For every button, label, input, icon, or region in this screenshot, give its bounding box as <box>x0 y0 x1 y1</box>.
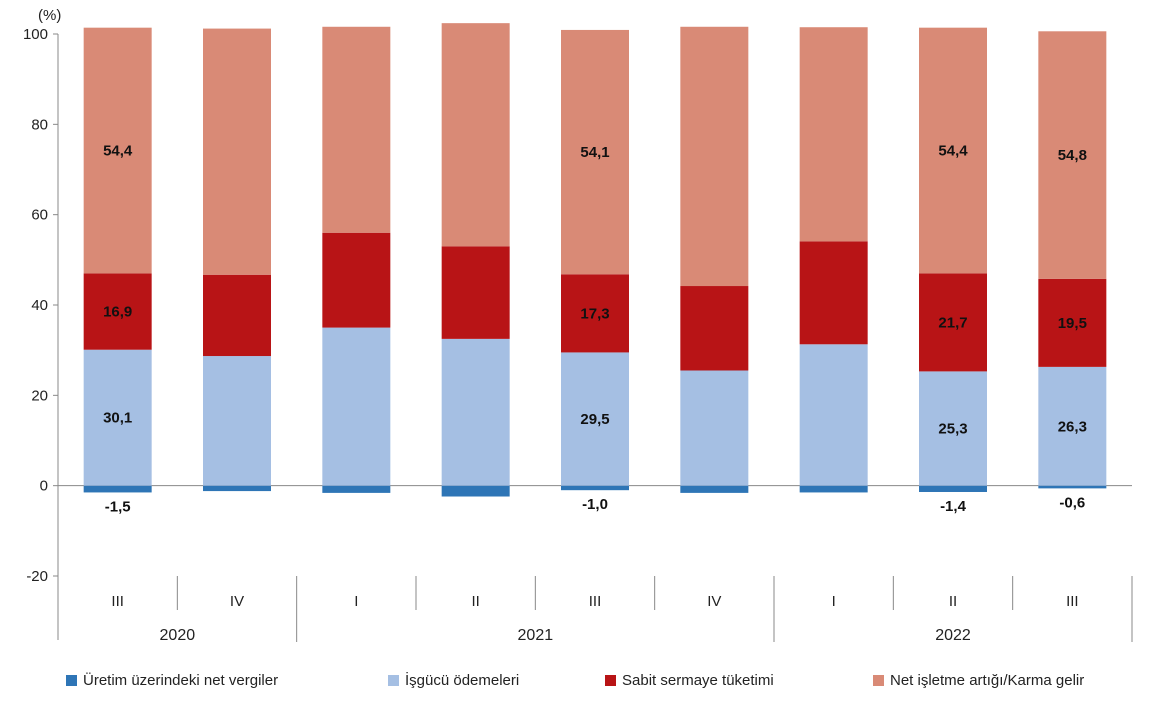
legend-label: İşgücü ödemeleri <box>405 672 520 689</box>
bar-segment <box>561 274 629 353</box>
bar-segment <box>203 28 271 275</box>
data-label: 54,1 <box>580 144 609 161</box>
bar-segment <box>799 344 868 486</box>
data-label: 54,4 <box>103 143 133 160</box>
x-tick-label: III <box>1066 593 1079 610</box>
x-year-label: 2020 <box>160 627 196 644</box>
bar-segment <box>919 485 987 492</box>
data-label: 26,3 <box>1058 418 1087 435</box>
x-tick-label: I <box>832 593 836 610</box>
y-tick-label: 20 <box>31 387 48 404</box>
y-tick-label: 0 <box>40 478 48 495</box>
data-label: 54,4 <box>938 143 968 160</box>
bar-segment <box>441 23 510 247</box>
data-label: -1,0 <box>582 496 608 513</box>
legend-label: Üretim üzerindeki net vergiler <box>83 672 279 689</box>
bar-segment <box>322 327 391 486</box>
data-label: 16,9 <box>103 304 132 321</box>
x-year-label: 2022 <box>935 627 971 644</box>
bar-segment <box>1038 485 1107 489</box>
x-tick-label: IV <box>707 593 721 610</box>
data-label: 29,5 <box>580 411 609 428</box>
bar-segment <box>203 274 271 357</box>
x-tick-label: II <box>949 593 957 610</box>
legend: Üretim üzerindeki net vergiler İşgücü öde… <box>0 672 1152 698</box>
y-tick-label: 40 <box>31 297 48 314</box>
x-tick-label: IV <box>230 593 244 610</box>
bar-segment <box>441 246 510 339</box>
bar-segment <box>441 338 510 486</box>
bar-segment <box>919 27 987 274</box>
bar-segment <box>799 241 868 345</box>
bar-segment <box>680 485 749 493</box>
data-labels: -1,5 -1,0 -1,4 -0,6 30,1 29,5 25,3 26,3 16,9 17,3… <box>103 143 1087 516</box>
legend-swatch <box>66 675 77 686</box>
data-label: 54,8 <box>1058 147 1087 164</box>
bar-segment <box>322 26 391 233</box>
bar-segment <box>561 352 629 486</box>
y-tick-label: 60 <box>31 207 48 224</box>
bar-segment <box>322 232 391 328</box>
bar-segment <box>561 485 629 491</box>
data-label: 19,5 <box>1058 315 1087 332</box>
data-label: 25,3 <box>938 421 967 438</box>
legend-item: İşgücü ödemeleri <box>388 672 519 689</box>
y-tick-label: 80 <box>31 116 48 133</box>
data-label: 21,7 <box>938 314 967 331</box>
data-label: 17,3 <box>580 305 609 322</box>
data-label: -1,5 <box>105 498 131 515</box>
data-label: -1,4 <box>940 498 967 515</box>
bar-segment <box>919 371 987 486</box>
legend-item: Sabit sermaye tüketimi <box>605 672 774 689</box>
bar-segment <box>83 349 152 486</box>
legend-item: Üretim üzerindeki net vergiler <box>66 672 278 689</box>
legend-swatch <box>873 675 884 686</box>
legend-label: Sabit sermaye tüketimi <box>622 672 774 689</box>
legend-item: Net işletme artığı/Karma gelir <box>873 672 1084 689</box>
bar-segment <box>1038 366 1107 486</box>
bar-segment <box>680 286 749 371</box>
x-tick-label: III <box>111 593 124 610</box>
x-year-label: 2021 <box>518 627 554 644</box>
y-tick-label: 100 <box>23 26 48 43</box>
bar-segment <box>83 27 152 274</box>
bar-segment <box>203 485 271 492</box>
bar-segment <box>680 26 749 287</box>
data-label: 30,1 <box>103 410 132 427</box>
bar-segment <box>799 485 868 493</box>
bar-segment <box>561 29 629 275</box>
bar-segment <box>441 485 510 497</box>
bar-segment <box>680 370 749 486</box>
bar-segment <box>799 27 868 242</box>
bar-segment <box>203 356 271 486</box>
bar-segment <box>1038 31 1107 279</box>
bar-segment <box>83 273 152 350</box>
y-unit-label: (%) <box>38 7 61 24</box>
legend-swatch <box>605 675 616 686</box>
bar-segment <box>919 273 987 372</box>
data-label: -0,6 <box>1059 494 1085 511</box>
x-tick-label: I <box>354 593 358 610</box>
legend-swatch <box>388 675 399 686</box>
y-tick-label: -20 <box>26 568 48 585</box>
x-tick-label: III <box>589 593 602 610</box>
bar-segment <box>83 485 152 493</box>
x-tick-label: II <box>471 593 479 610</box>
bar-segment <box>322 485 391 493</box>
legend-label: Net işletme artığı/Karma gelir <box>890 672 1085 689</box>
bar-segment <box>1038 278 1107 367</box>
bars <box>83 23 1107 497</box>
